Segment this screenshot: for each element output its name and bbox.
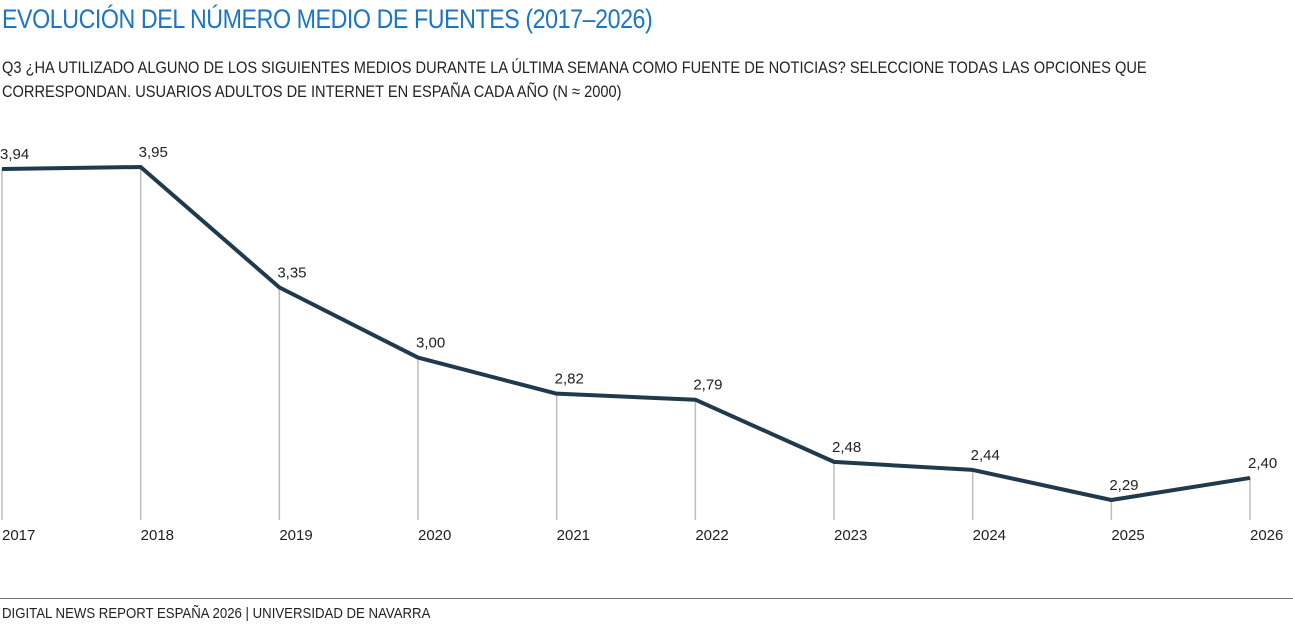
value-label: 2,79: [693, 377, 722, 394]
value-label: 2,40: [1248, 455, 1277, 472]
x-tick-label: 2023: [834, 527, 867, 544]
value-label: 2,82: [555, 371, 584, 388]
value-label: 3,94: [0, 146, 29, 163]
chart-subtitle: Q3 ¿HA UTILIZADO ALGUNO DE LOS SIGUIENTE…: [2, 58, 1147, 101]
data-line: [1, 165, 1251, 502]
x-tick-label: 2019: [279, 527, 312, 544]
x-tick-label: 2025: [1111, 527, 1144, 544]
value-label: 2,29: [1109, 477, 1138, 494]
value-label: 2,48: [832, 439, 861, 456]
x-tick-label: 2026: [1250, 527, 1283, 544]
footer-rule: [0, 598, 1293, 599]
x-tick-label: 2017: [2, 527, 35, 544]
value-label: 3,35: [277, 264, 306, 281]
x-tick-label: 2022: [695, 527, 728, 544]
x-tick-label: 2021: [557, 527, 590, 544]
value-label: 3,00: [416, 335, 445, 352]
x-tick-label: 2024: [973, 527, 1006, 544]
x-tick-label: 2018: [141, 527, 174, 544]
value-label: 3,95: [139, 144, 168, 161]
chart-title: EVOLUCIÓN DEL NÚMERO MEDIO DE FUENTES (2…: [2, 4, 653, 34]
value-label: 2,44: [971, 447, 1000, 464]
x-tick-label: 2020: [418, 527, 451, 544]
source: DIGITAL NEWS REPORT ESPAÑA 2026 | UNIVER…: [2, 605, 431, 622]
